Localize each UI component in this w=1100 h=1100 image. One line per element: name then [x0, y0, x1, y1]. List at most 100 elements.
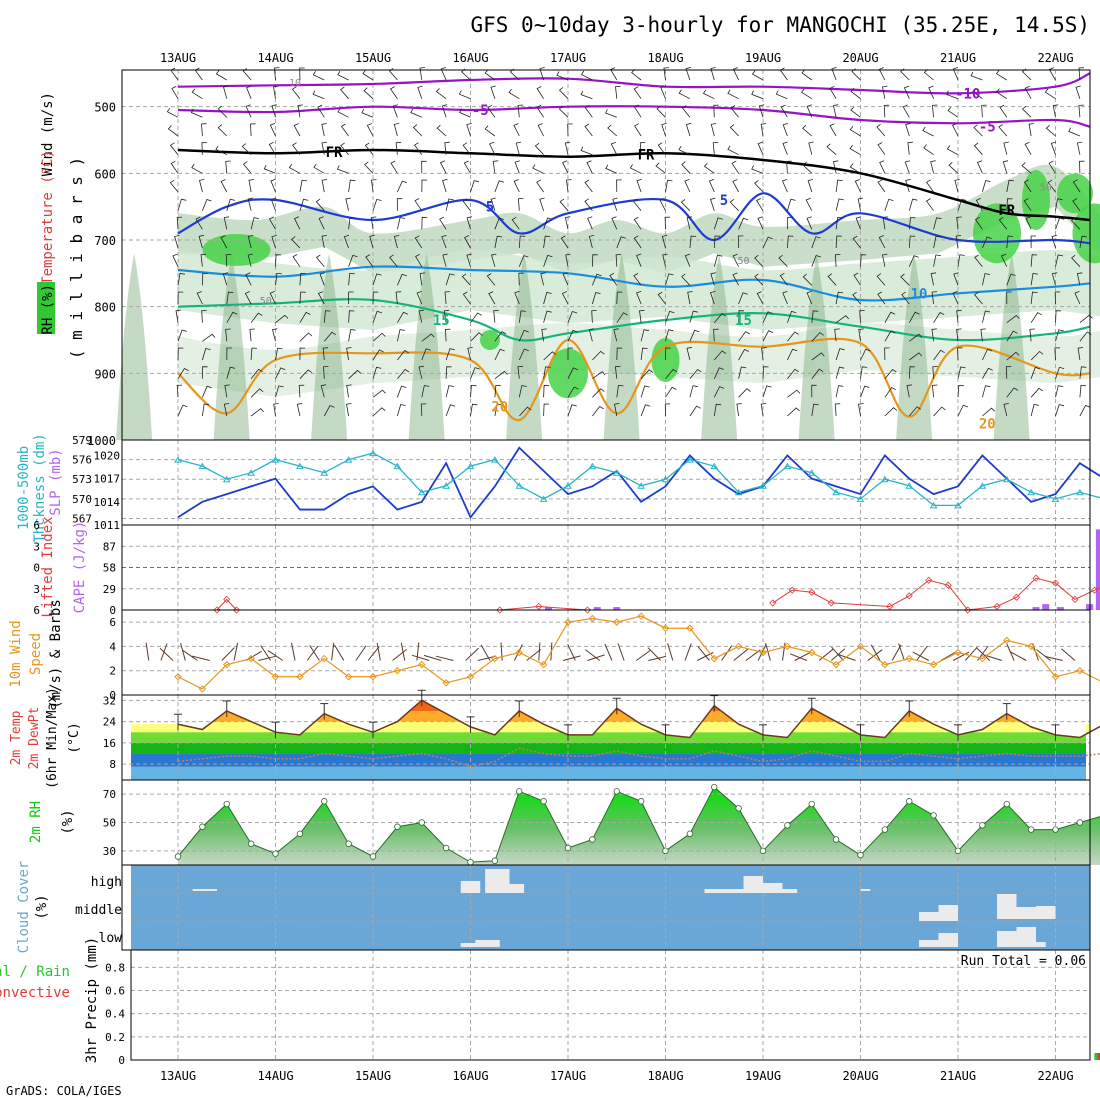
- thickness-tick: 579: [72, 434, 92, 447]
- wind-barb: [167, 125, 179, 137]
- thickness-marker: [1027, 488, 1036, 496]
- wind-barb: [853, 272, 861, 286]
- date-label: 13AUG: [160, 1069, 196, 1083]
- wind-barb: [780, 104, 788, 118]
- wind-barb: [928, 85, 934, 99]
- wind-barb: [1079, 235, 1087, 249]
- wind-barb: [363, 87, 374, 99]
- wind-barb: [484, 69, 496, 81]
- wind-barb: [975, 197, 983, 211]
- wind-barb: [1030, 387, 1044, 398]
- wind-barb: [760, 123, 767, 137]
- wind-barb: [586, 160, 593, 174]
- wind-barb: [605, 109, 617, 118]
- wind-barb: [298, 384, 305, 398]
- ylabel-temp2m: 2m Temp 2m DewPt (6hr Min/Max) (°C): [9, 687, 82, 789]
- thickness-marker: [442, 482, 451, 489]
- wind-barb: [299, 179, 308, 193]
- wind-barb: [421, 179, 428, 193]
- wind-barb: [680, 199, 691, 211]
- wind-barb: [689, 405, 701, 417]
- date-label: 18AUG: [647, 1069, 683, 1083]
- wind-barb: [176, 216, 183, 230]
- wind-barb: [519, 406, 532, 417]
- wind-barb: [348, 310, 355, 323]
- wind-barb: [487, 104, 496, 118]
- wind-barb: [1077, 347, 1084, 361]
- rh-shade-plume: [603, 253, 640, 440]
- wind-barb: [174, 235, 180, 249]
- wind-barb: [190, 108, 203, 118]
- thickness-tick: 567: [72, 512, 92, 525]
- wind-barb: [1044, 88, 1056, 100]
- wind-barb: [348, 291, 354, 304]
- wind-barb: [395, 141, 402, 155]
- cloud-block: [704, 889, 744, 893]
- wind-barb-10m: [258, 655, 277, 661]
- rh2m-marker: [735, 805, 742, 812]
- precip-tick: 0: [118, 1054, 125, 1067]
- wind-barb: [466, 253, 472, 267]
- wind-barb: [250, 388, 264, 398]
- wind-barb: [250, 312, 263, 323]
- wind-barb: [1005, 366, 1012, 379]
- wind-speed-marker: [564, 618, 572, 626]
- wind-barb: [904, 160, 911, 174]
- wind-barb: [462, 198, 471, 211]
- wind-barb: [320, 384, 327, 398]
- rh-shade-plume: [116, 253, 153, 440]
- thickness-marker: [271, 456, 280, 463]
- wind-speed-marker: [1003, 636, 1011, 645]
- wind-barb: [292, 142, 301, 155]
- wind-barb: [561, 291, 569, 305]
- precip-bar-total: [1094, 1053, 1100, 1060]
- wind-barb: [567, 367, 578, 379]
- wind-barb-10m: [733, 648, 749, 661]
- wind-barb: [884, 347, 890, 361]
- temp-tick: 32: [103, 694, 116, 707]
- wind-barb: [494, 370, 508, 380]
- precip-tick: 0.2: [105, 1031, 125, 1044]
- li-marker: [905, 592, 913, 600]
- panel-thickness-slp: 567 570 573 576 579 1011 1014 1017 1020 1000-500…: [16, 433, 1100, 543]
- wind-barb: [348, 329, 356, 342]
- wind-barb: [466, 123, 472, 137]
- wind-barb: [562, 272, 569, 286]
- wind-barb: [731, 160, 739, 174]
- wind-barb-10m: [192, 655, 210, 661]
- wind-barb: [241, 143, 252, 155]
- wind-barb: [787, 235, 794, 249]
- thickness-marker: [515, 482, 524, 489]
- wind-barb-10m: [159, 647, 174, 661]
- cloud-block: [938, 933, 958, 947]
- rh-tick: 70: [103, 788, 116, 801]
- wind-barb: [202, 272, 208, 286]
- wind-barb: [340, 86, 349, 99]
- pressure-tick: 500: [94, 101, 116, 115]
- wind-barb: [470, 367, 480, 379]
- rh2m-marker: [223, 800, 230, 808]
- wind-barb-10m: [1061, 648, 1076, 661]
- wind-barb: [195, 216, 203, 230]
- wind-barb: [445, 348, 455, 361]
- cape-bar: [593, 607, 601, 610]
- wind-barb: [580, 90, 593, 100]
- wind-barb: [567, 311, 578, 323]
- wind-barb: [247, 253, 254, 267]
- wind-barb: [299, 347, 306, 361]
- rh2m-marker: [1003, 800, 1010, 808]
- wind-barb: [1054, 291, 1061, 305]
- wind-barb: [900, 273, 910, 286]
- wind-barb: [689, 329, 700, 342]
- rh-high-cell: [1057, 173, 1093, 214]
- wind-barb: [271, 104, 277, 118]
- wind-barb: [340, 123, 349, 137]
- wind-barb-10m: [233, 642, 239, 661]
- wind-barb: [632, 198, 642, 211]
- date-label: 22AUG: [1037, 51, 1073, 65]
- ylabel-wind10m: 10m Wind Speed (m/s) & Barbs: [8, 599, 64, 709]
- thickness-marker: [564, 482, 572, 489]
- wind-barb: [787, 216, 793, 230]
- wind-barb: [263, 165, 276, 174]
- wind-barb: [199, 179, 205, 193]
